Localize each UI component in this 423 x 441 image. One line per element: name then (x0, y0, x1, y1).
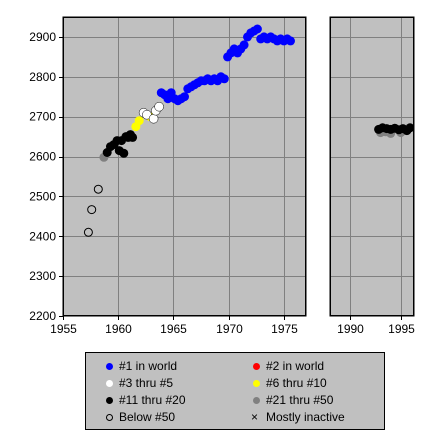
legend-marker-7 (104, 412, 115, 423)
data-point-c1 (286, 36, 295, 46)
legend-marker-6 (251, 395, 262, 406)
x-tick-label: 1960 (105, 322, 132, 336)
x-tick-label: 1955 (50, 322, 77, 336)
legend-label-2: #2 in world (266, 359, 325, 373)
plot-panel-1950s-1970s (62, 16, 307, 320)
y-tick-label: 2200 (29, 309, 56, 323)
data-point-c1 (180, 92, 189, 102)
legend-marker-2 (251, 361, 262, 372)
plot-frame-1 (63, 17, 306, 316)
legend-item-5: #11 thru #20 (104, 393, 186, 407)
legend-label-6: #21 thru #50 (266, 393, 334, 407)
data-point-c1 (239, 40, 249, 50)
plot-area-2 (329, 16, 415, 317)
legend-label-1: #1 in world (119, 359, 178, 373)
y-tick-label: 2900 (29, 30, 56, 44)
legend-marker-4 (251, 378, 262, 389)
inactive-x-icon: × (251, 409, 259, 424)
y-tick-label: 2800 (29, 70, 56, 84)
y-tick-label: 2300 (29, 269, 56, 283)
data-point-c1 (252, 24, 262, 34)
y-tick-label: 2700 (29, 110, 56, 124)
legend-item-3: #3 thru #5 (104, 376, 173, 390)
data-point-c11 (405, 123, 415, 133)
y-tick-label: 2400 (29, 229, 56, 243)
legend-label-3: #3 thru #5 (119, 376, 174, 390)
legend-item-2: #2 in world (251, 359, 324, 373)
legend-marker-5 (104, 395, 115, 406)
plot-panel-1990s (329, 16, 415, 320)
legend-item-8: × Mostly inactive (251, 409, 345, 425)
data-point-below (83, 227, 93, 237)
plot-frame-2 (330, 17, 414, 316)
data-point-c11 (128, 132, 138, 142)
legend-marker-3 (104, 378, 115, 389)
legend-item-1: #1 in world (104, 359, 177, 373)
data-point-c6 (134, 116, 144, 126)
legend-marker-1 (104, 361, 115, 372)
legend-item-7: Below #50 (104, 410, 175, 424)
x-tick-label: 1995 (388, 322, 415, 336)
legend-item-4: #6 thru #10 (251, 376, 327, 390)
y-tick-label: 2600 (29, 150, 56, 164)
legend: #1 in world #2 in world #3 thru #5 #6 th… (85, 352, 385, 430)
data-point-below (93, 184, 103, 194)
legend-label-8: Mostly inactive (266, 410, 345, 424)
x-tick-label: 1965 (160, 322, 187, 336)
x-tick-label: 1990 (337, 322, 364, 336)
x-tick-label: 1975 (271, 322, 298, 336)
data-point-below (87, 205, 97, 215)
data-point-c1 (219, 74, 229, 84)
y-tick-label: 2500 (29, 189, 56, 203)
legend-label-4: #6 thru #10 (266, 376, 327, 390)
chart: 1955 1960 1965 1970 1975 1990 1995 2200 2300 2400… (29, 16, 415, 336)
plot-area-1 (62, 16, 307, 317)
legend-item-6: #21 thru #50 (251, 393, 333, 407)
data-point-c11 (119, 148, 129, 158)
x-tick-label: 1970 (216, 322, 243, 336)
data-point-c3 (148, 113, 159, 124)
legend-label-5: #11 thru #20 (119, 393, 186, 407)
data-point-c3 (154, 101, 164, 112)
legend-label-7: Below #50 (119, 410, 176, 424)
